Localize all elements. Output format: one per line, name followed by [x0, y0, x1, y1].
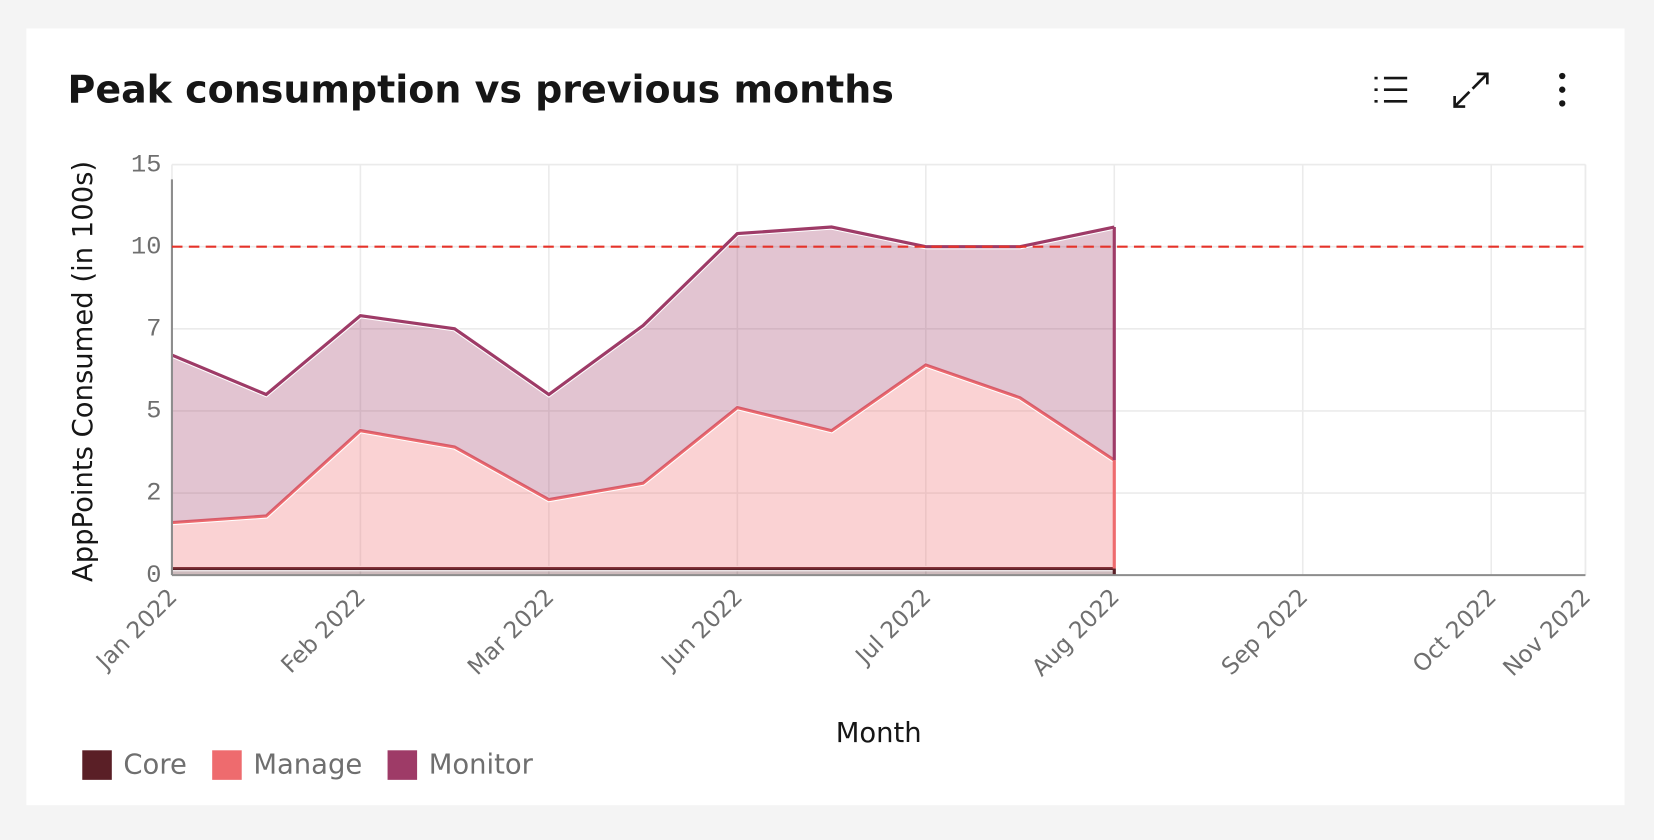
legend-label: Manage — [253, 750, 362, 781]
y-tick-label: 7 — [146, 315, 161, 344]
area-2 — [171, 227, 1115, 523]
chart-title: Peak consumption vs previous months — [68, 67, 894, 111]
y-tick-label: 15 — [131, 150, 161, 179]
legend-swatch — [82, 750, 112, 780]
legend-swatch — [212, 750, 242, 780]
y-tick-label: 10 — [131, 232, 161, 261]
legend-label: Core — [123, 750, 186, 781]
y-axis-label: AppPoints Consumed (in 100s) — [68, 161, 99, 582]
area-line — [171, 363, 1116, 525]
y-tick-label: 2 — [146, 479, 161, 508]
y-tick-label: 5 — [146, 397, 161, 426]
x-axis-label: Month — [836, 718, 922, 749]
expand-icon[interactable] — [1453, 72, 1489, 108]
area-1 — [171, 364, 1115, 569]
card — [26, 28, 1625, 806]
list-icon[interactable] — [1374, 76, 1408, 103]
legend-swatch — [387, 750, 418, 780]
overflow-menu[interactable] — [1559, 72, 1566, 107]
y-tick-label: 0 — [146, 561, 161, 590]
legend-label: Monitor — [429, 750, 534, 781]
